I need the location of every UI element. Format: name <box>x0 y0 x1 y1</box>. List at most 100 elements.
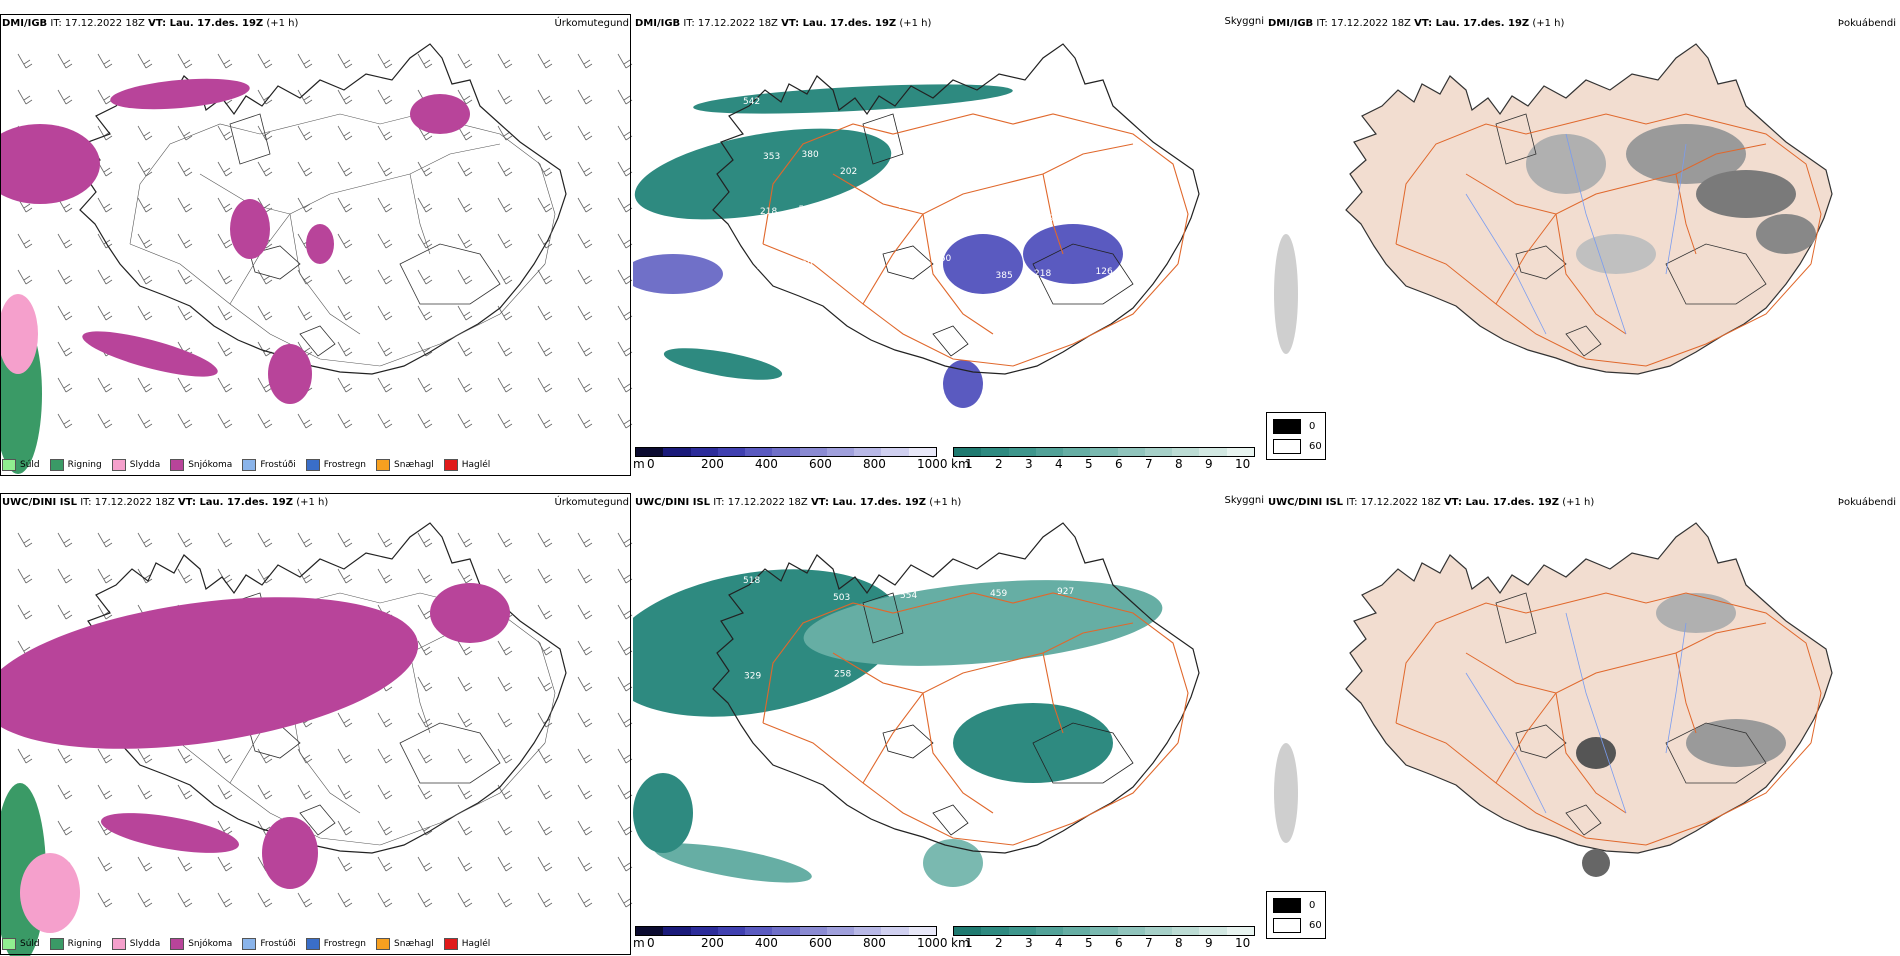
visibility-value-label: 108 <box>857 258 874 268</box>
river-network <box>1465 612 1687 814</box>
fog-legend-item: 0 <box>1273 419 1315 434</box>
visibility-value-label: 584 <box>745 767 762 777</box>
glacier-outlines <box>1495 592 1767 836</box>
panel-fog-uwc: UWC/DINI ISL IT: 17.12.2022 18Z VT: Lau.… <box>1266 493 1900 956</box>
colorbar-segment <box>1063 448 1091 456</box>
legend-label: Snæhagl <box>394 460 434 470</box>
fog-map-dmi <box>1274 43 1833 375</box>
legend-swatch <box>111 459 126 471</box>
snow-area <box>0 124 100 204</box>
visibility-value-label: 379 <box>905 110 922 120</box>
panel-header: UWC/DINI ISL IT: 17.12.2022 18Z VT: Lau.… <box>635 497 962 508</box>
visibility-value-label: 206 <box>757 262 774 272</box>
legend-swatch <box>443 459 458 471</box>
visibility-value-label: 258 <box>834 670 851 680</box>
colorbar-segment <box>1144 448 1173 456</box>
legend-swatch <box>242 459 257 471</box>
precip-legend-item: Slydda <box>111 938 161 950</box>
visibility-value-label: 172 <box>754 317 771 327</box>
colorbar-tick: 8 <box>1175 936 1183 950</box>
colorbar-segment <box>799 448 827 456</box>
fog-area <box>1274 743 1298 843</box>
legend-label: Rigning <box>67 939 102 949</box>
colorbar-unit: m <box>633 457 645 471</box>
visibility-value-label: 350 <box>843 112 860 122</box>
fog-area <box>1582 849 1610 877</box>
visibility-value-label: 126 <box>1096 267 1113 277</box>
fog-legend-item: 60 <box>1273 439 1322 454</box>
legend-swatch <box>305 459 320 471</box>
visibility-field-violet <box>943 234 1023 294</box>
precip-legend-item: Snæhagl <box>376 938 434 950</box>
visibility-value-label: 420 <box>854 313 871 323</box>
colorbar-segment <box>854 927 882 935</box>
legend-swatch <box>376 459 391 471</box>
precip-legend-item: Snjókoma <box>170 938 232 950</box>
visibility-field-teal <box>923 839 983 887</box>
legend-label: Snjókoma <box>188 939 233 949</box>
precip-legend-item: Frostúði <box>242 459 296 471</box>
colorbar-unit: km <box>951 457 970 471</box>
colorbar-tick: 5 <box>1085 936 1093 950</box>
visibility-value-label: 218 <box>1034 269 1051 279</box>
colorbar-tick: 6 <box>1115 457 1123 471</box>
visibility-value-label: 158 <box>940 163 957 173</box>
visibility-value-label: 242 <box>1040 159 1057 169</box>
fog-area <box>1696 170 1796 218</box>
visibility-value-label: 126 <box>793 315 810 325</box>
glacier-outlines <box>229 113 501 357</box>
visibility-field-teal <box>633 773 693 853</box>
visibility-value-label: 542 <box>743 97 760 107</box>
colorbar-tick: 800 <box>863 457 886 471</box>
visibility-value-label: 329 <box>1037 214 1054 224</box>
fog-area <box>1656 593 1736 633</box>
panel-title: Úrkomutegund <box>554 497 629 508</box>
colorbar-tick: 9 <box>1205 457 1213 471</box>
colorbar-segment <box>745 448 773 456</box>
colorbar-tick: 600 <box>809 936 832 950</box>
colorbar-segment <box>881 927 909 935</box>
panel-visibility-uwc: 518 503 554 459 927 329 258 65 63 315 584 UWC/DINI… <box>633 493 1266 956</box>
visibility-value-label: 503 <box>833 593 850 603</box>
colorbar-segment <box>1144 927 1173 935</box>
colorbar-segment <box>1090 927 1118 935</box>
legend-label: 0 <box>1309 421 1316 432</box>
visibility-value-label: 912 <box>943 108 960 118</box>
visibility-value-label: 385 <box>996 271 1013 281</box>
legend-label: Snjókoma <box>188 460 233 470</box>
colorbar-tick: 10 <box>1235 936 1251 950</box>
legend-swatch <box>1273 918 1301 933</box>
panel-precip-type-uwc: UWC/DINI ISL IT: 17.12.2022 18Z VT: Lau.… <box>0 493 633 956</box>
colorbar-tick: 600 <box>809 457 832 471</box>
visibility-field-teal <box>634 128 892 220</box>
legend-label: Frostregn <box>323 460 367 470</box>
panel-header: DMI/IGB IT: 17.12.2022 18Z VT: Lau. 17.d… <box>2 18 299 29</box>
legend-label: Frostregn <box>323 939 367 949</box>
colorbar-tick: 800 <box>863 936 886 950</box>
precip-legend-item: Súld <box>2 459 40 471</box>
sleet-area <box>20 853 80 933</box>
colorbar-tick: 4 <box>1055 457 1063 471</box>
visibility-value-label: 370 <box>902 165 919 175</box>
colorbar-tick: 8 <box>1175 457 1183 471</box>
legend-swatch <box>1273 439 1301 454</box>
visibility-value-label: 380 <box>802 150 819 160</box>
snow-area <box>230 199 270 259</box>
colorbar-segment <box>663 927 691 935</box>
precip-legend-item: Rigning <box>49 459 102 471</box>
visibility-value-label: 229 <box>1076 212 1093 222</box>
precip-legend-item: Snæhagl <box>376 459 434 471</box>
colorbar-tick: 1 <box>965 936 973 950</box>
glacier-outlines <box>862 592 1134 836</box>
colorbar-tick: 7 <box>1145 936 1153 950</box>
legend-swatch <box>49 938 64 950</box>
visibility-value-label: 760 <box>934 254 951 264</box>
visibility-value-label: 585 <box>799 205 816 215</box>
colorbar-segment <box>799 927 827 935</box>
fog-area <box>1274 234 1298 354</box>
precip-legend: Súld Rigning Slydda Snjókoma Frostúði Frostre… <box>2 938 490 950</box>
visibility-value-label: 927 <box>1057 587 1074 597</box>
legend-swatch <box>305 938 320 950</box>
legend-label: Slydda <box>129 939 161 949</box>
precip-legend-item: Rigning <box>49 938 102 950</box>
